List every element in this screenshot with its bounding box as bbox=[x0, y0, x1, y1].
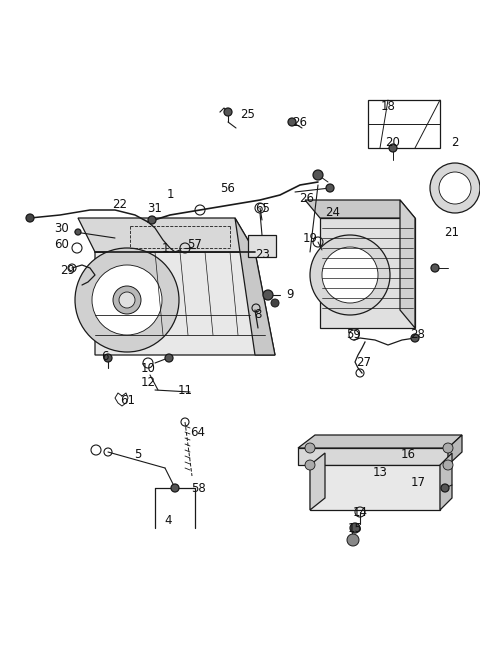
Circle shape bbox=[430, 163, 480, 213]
Text: 58: 58 bbox=[191, 481, 205, 495]
Circle shape bbox=[26, 214, 34, 222]
Circle shape bbox=[439, 172, 471, 204]
Polygon shape bbox=[400, 200, 415, 328]
Text: 59: 59 bbox=[347, 329, 361, 341]
Polygon shape bbox=[298, 435, 462, 448]
Text: 20: 20 bbox=[385, 136, 400, 149]
Text: 1: 1 bbox=[166, 189, 174, 202]
Polygon shape bbox=[305, 200, 415, 218]
Circle shape bbox=[431, 264, 439, 272]
Text: 28: 28 bbox=[410, 329, 425, 341]
Text: 60: 60 bbox=[55, 238, 70, 252]
Text: 65: 65 bbox=[255, 202, 270, 214]
Circle shape bbox=[104, 354, 112, 362]
Polygon shape bbox=[78, 218, 255, 252]
Circle shape bbox=[171, 484, 179, 492]
Circle shape bbox=[75, 229, 81, 235]
Text: 26: 26 bbox=[292, 115, 308, 128]
Text: 15: 15 bbox=[348, 521, 362, 534]
Text: 21: 21 bbox=[444, 227, 459, 240]
Circle shape bbox=[441, 484, 449, 492]
Circle shape bbox=[310, 235, 390, 315]
Text: 14: 14 bbox=[352, 506, 368, 519]
Circle shape bbox=[443, 460, 453, 470]
Text: 9: 9 bbox=[286, 288, 294, 301]
Polygon shape bbox=[448, 435, 462, 465]
Text: 5: 5 bbox=[134, 449, 142, 462]
Circle shape bbox=[326, 184, 334, 192]
Bar bbox=[248, 235, 276, 257]
Circle shape bbox=[313, 170, 323, 180]
Circle shape bbox=[322, 247, 378, 303]
Circle shape bbox=[347, 534, 359, 546]
Text: 56: 56 bbox=[221, 181, 235, 195]
Circle shape bbox=[92, 265, 162, 335]
Circle shape bbox=[75, 248, 179, 352]
Circle shape bbox=[443, 443, 453, 453]
Text: 4: 4 bbox=[164, 514, 172, 527]
Circle shape bbox=[389, 144, 397, 152]
Text: 29: 29 bbox=[60, 263, 75, 276]
Polygon shape bbox=[310, 465, 440, 510]
Circle shape bbox=[113, 286, 141, 314]
Bar bbox=[368, 100, 440, 148]
Text: 11: 11 bbox=[178, 383, 192, 396]
Text: 27: 27 bbox=[357, 356, 372, 369]
Circle shape bbox=[350, 523, 360, 533]
Text: 24: 24 bbox=[325, 206, 340, 219]
Text: 16: 16 bbox=[400, 449, 416, 462]
Text: 17: 17 bbox=[410, 476, 425, 489]
Text: 30: 30 bbox=[55, 221, 70, 234]
Circle shape bbox=[165, 354, 173, 362]
Text: 1: 1 bbox=[161, 242, 169, 255]
Circle shape bbox=[263, 290, 273, 300]
Text: 8: 8 bbox=[254, 309, 262, 322]
Text: 6: 6 bbox=[101, 350, 109, 362]
Text: 18: 18 bbox=[381, 100, 396, 113]
Circle shape bbox=[119, 292, 135, 308]
Text: 26: 26 bbox=[300, 191, 314, 204]
Text: 13: 13 bbox=[372, 466, 387, 479]
Polygon shape bbox=[95, 252, 275, 355]
Polygon shape bbox=[310, 453, 325, 510]
Circle shape bbox=[411, 334, 419, 342]
Polygon shape bbox=[440, 453, 452, 510]
Circle shape bbox=[224, 108, 232, 116]
Text: 22: 22 bbox=[112, 198, 128, 212]
Text: 2: 2 bbox=[451, 136, 459, 149]
Text: 25: 25 bbox=[240, 109, 255, 121]
Text: 19: 19 bbox=[302, 231, 317, 244]
Bar bbox=[320, 218, 415, 328]
Text: 12: 12 bbox=[141, 377, 156, 390]
Circle shape bbox=[288, 118, 296, 126]
Polygon shape bbox=[298, 448, 448, 465]
Text: 10: 10 bbox=[141, 362, 156, 375]
Circle shape bbox=[148, 216, 156, 224]
Polygon shape bbox=[235, 218, 275, 355]
Text: 57: 57 bbox=[188, 238, 203, 252]
Circle shape bbox=[271, 299, 279, 307]
Text: 64: 64 bbox=[191, 426, 205, 438]
Circle shape bbox=[305, 460, 315, 470]
Text: 23: 23 bbox=[255, 248, 270, 261]
Text: 31: 31 bbox=[147, 202, 162, 214]
Text: 61: 61 bbox=[120, 394, 135, 407]
Circle shape bbox=[305, 443, 315, 453]
